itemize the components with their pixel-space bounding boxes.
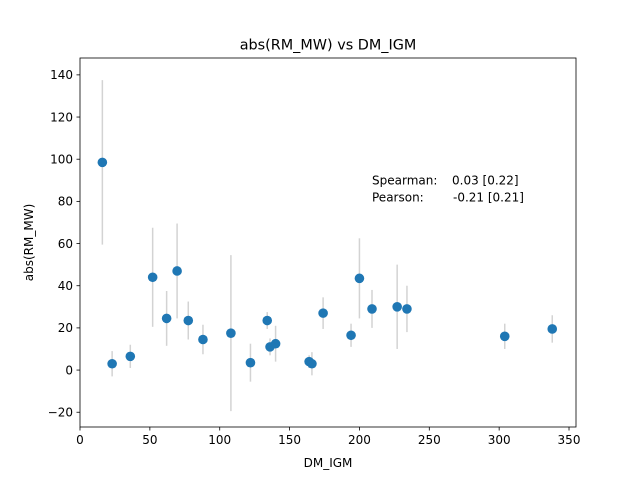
x-axis-ticks: 0 50 100 150 200 250 300 350 <box>76 427 580 447</box>
x-tick-label: 100 <box>208 433 231 447</box>
data-point <box>97 157 108 168</box>
chart-title: abs(RM_MW) vs DM_IGM <box>240 38 417 54</box>
data-point <box>183 315 194 326</box>
data-point <box>172 266 182 276</box>
data-point <box>147 272 158 283</box>
data-point <box>107 358 117 369</box>
data-point <box>262 315 273 326</box>
data-point <box>354 273 365 284</box>
annotation-value: -0.21 [0.21] <box>453 190 524 204</box>
data-point <box>198 334 208 345</box>
data-point <box>125 351 136 362</box>
data-point <box>367 304 377 314</box>
y-tick-label: 120 <box>50 110 73 124</box>
y-tick-label: 80 <box>58 195 73 209</box>
x-tick-label: 350 <box>558 433 581 447</box>
y-axis-ticks: −20 0 20 40 60 80 100 120 140 <box>48 68 80 420</box>
points-layer <box>97 157 558 369</box>
x-tick-label: 300 <box>488 433 511 447</box>
data-point <box>318 308 328 318</box>
x-tick-label: 250 <box>418 433 441 447</box>
annotation-label: Spearman: <box>372 174 437 188</box>
y-tick-label: 100 <box>50 153 73 167</box>
y-tick-label: 40 <box>58 279 73 293</box>
y-tick-label: 0 <box>65 363 73 377</box>
data-point <box>161 313 172 324</box>
x-axis-label: DM_IGM <box>304 456 353 470</box>
data-point <box>402 304 412 314</box>
data-point <box>547 324 558 334</box>
data-point <box>392 302 402 312</box>
x-tick-label: 50 <box>142 433 157 447</box>
y-axis-label: abs(RM_MW) <box>22 204 36 282</box>
x-tick-label: 200 <box>348 433 371 447</box>
x-tick-label: 0 <box>76 433 84 447</box>
y-tick-label: 140 <box>50 68 73 82</box>
data-point <box>245 357 256 368</box>
data-point <box>226 328 236 338</box>
data-point <box>346 330 356 341</box>
y-tick-label: −20 <box>48 406 73 420</box>
data-point <box>499 331 510 342</box>
annotation-value: 0.03 [0.22] <box>452 174 519 188</box>
data-point <box>307 358 317 369</box>
plot-frame <box>79 57 577 428</box>
data-point <box>270 338 281 349</box>
y-tick-label: 20 <box>58 321 73 335</box>
annotation-label: Pearson: <box>372 190 424 204</box>
correlation-annotation: Spearman: 0.03 [0.22] Pearson: -0.21 [0.21] <box>372 174 524 205</box>
y-tick-label: 60 <box>58 237 73 251</box>
x-tick-label: 150 <box>278 433 301 447</box>
